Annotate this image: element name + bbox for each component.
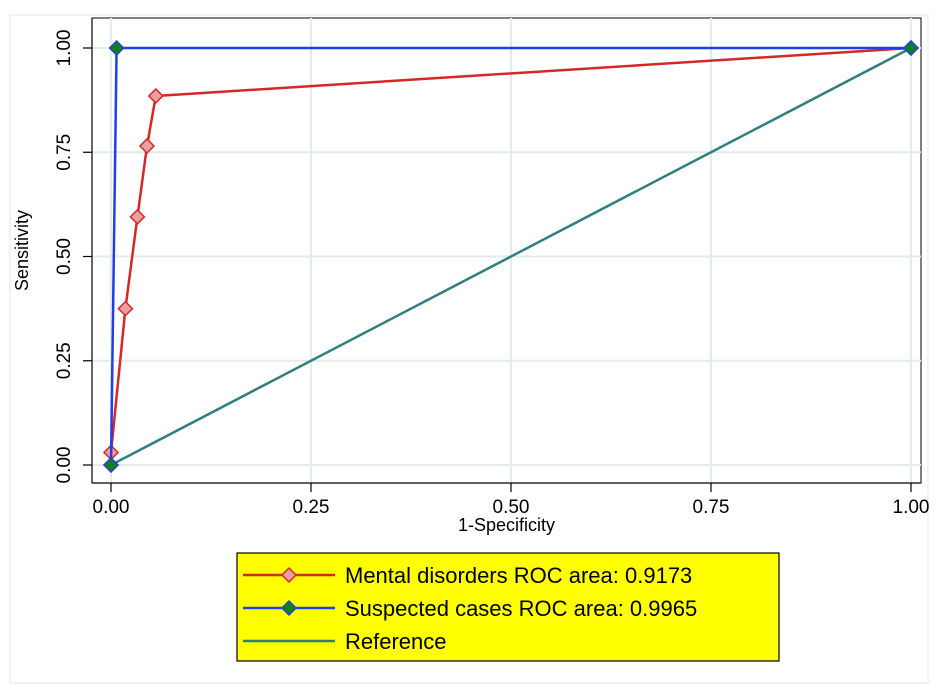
data-point xyxy=(902,39,920,57)
y-tick-label: 1.00 xyxy=(54,30,75,67)
data-point xyxy=(138,137,156,155)
y-tick-label: 0.00 xyxy=(54,447,75,484)
chart-frame xyxy=(9,14,929,684)
y-tick-label: 0.50 xyxy=(54,238,75,275)
data-point xyxy=(129,208,146,225)
legend-label: Suspected cases ROC area: 0.9965 xyxy=(345,596,697,621)
series-line-2 xyxy=(110,46,912,467)
data-point xyxy=(102,456,120,474)
axes: 0.00 0.25 0.50 0.75 1.00 0.00 0.25 0.50 0.75 1.00 xyxy=(54,18,929,518)
legend: Mental disorders ROC area: 0.9173 Suspect… xyxy=(236,552,780,662)
legend-label: Mental disorders ROC area: 0.9173 xyxy=(345,563,692,588)
y-tick-label: 0.75 xyxy=(54,134,75,171)
data-point xyxy=(117,300,134,317)
x-tick-label: 0.75 xyxy=(693,497,730,518)
y-axis-title: Sensitivity xyxy=(12,210,32,291)
x-tick-label: 0.25 xyxy=(293,497,330,518)
y-tick-label: 0.25 xyxy=(54,342,75,379)
x-tick-label: 0.00 xyxy=(93,497,130,518)
x-tick-label: 0.50 xyxy=(493,497,530,518)
legend-swatch-marker xyxy=(280,599,298,617)
legend-swatch-marker xyxy=(280,566,298,584)
x-tick-label: 1.00 xyxy=(893,497,930,518)
plot-area xyxy=(91,17,922,484)
x-axis-title: 1-Specificity xyxy=(458,515,555,535)
legend-label: Reference xyxy=(345,629,447,654)
series-layer xyxy=(102,39,920,474)
data-point xyxy=(108,39,125,57)
data-point xyxy=(147,87,164,105)
